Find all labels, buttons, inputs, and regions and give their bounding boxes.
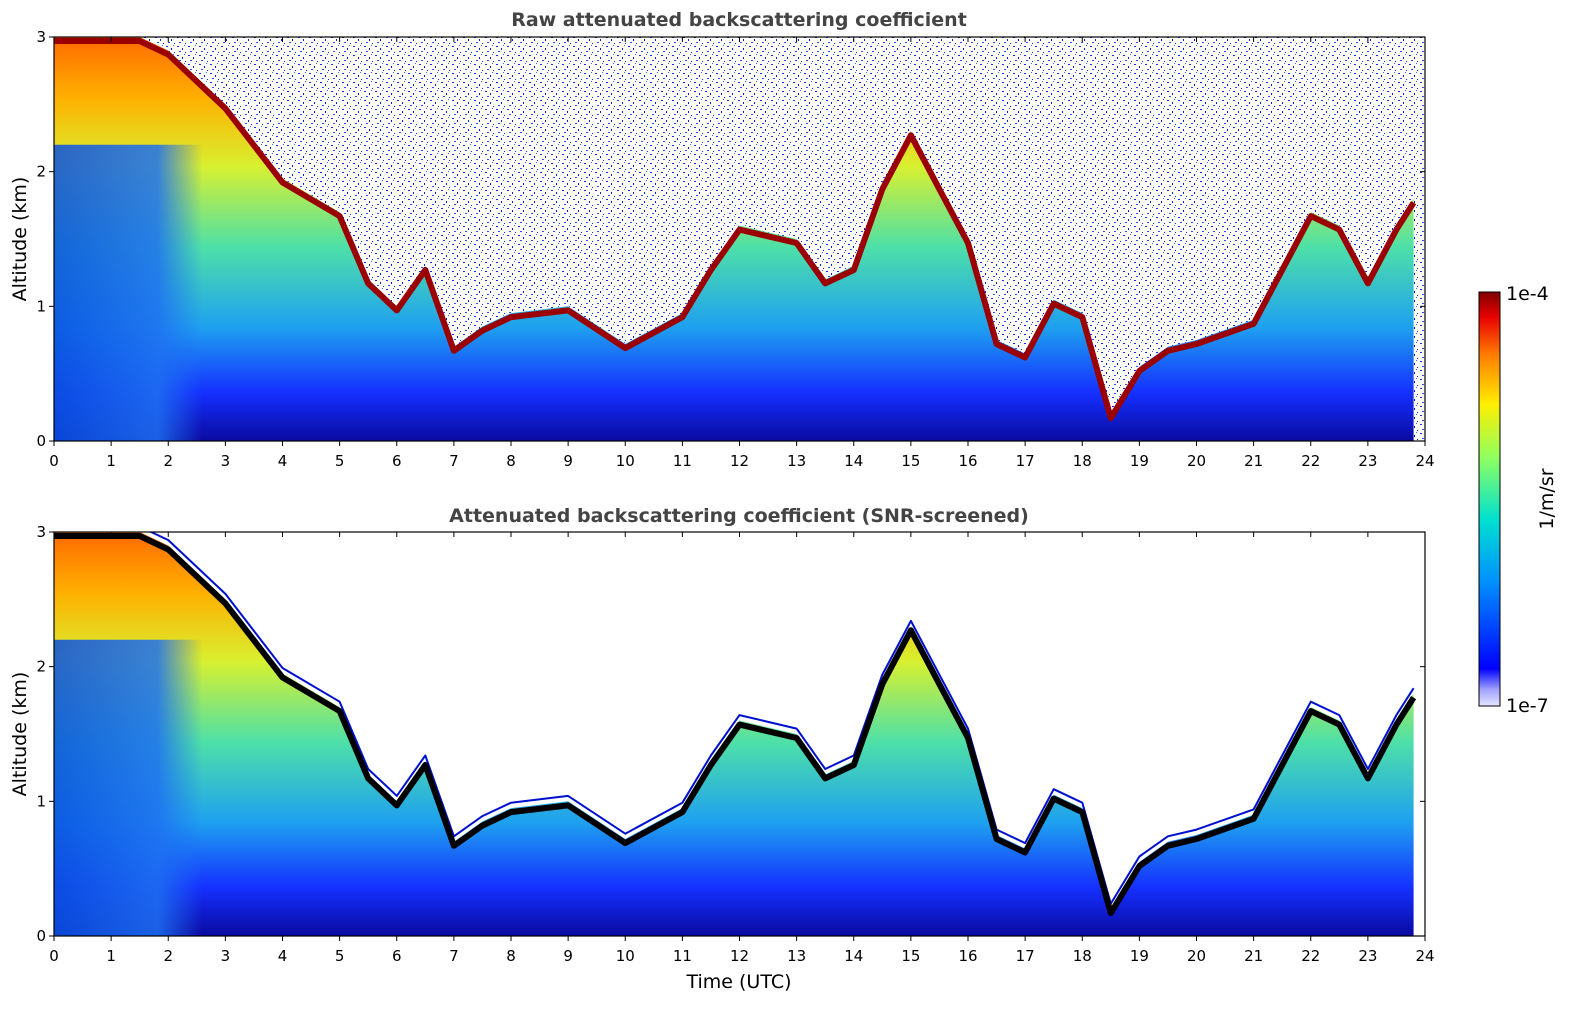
- top-x-tick-label: 7: [449, 452, 459, 470]
- top-y-tick-label: 0: [36, 432, 46, 450]
- top-y-tick-label: 1: [36, 297, 46, 315]
- top-x-tick-label: 20: [1187, 452, 1206, 470]
- top-x-tick-label: 16: [958, 452, 977, 470]
- bottom-x-tick-label: 1: [106, 947, 116, 965]
- top-x-tick-label: 14: [844, 452, 863, 470]
- top-x-tick-label: 10: [616, 452, 635, 470]
- top-x-tick-label: 9: [563, 452, 573, 470]
- top-x-axis: 0 1 2 3 4 5 6 7 8 9 10 11 12 13 14 15 16 17 18 19 20 21 22 23 24: [49, 37, 1435, 470]
- bottom-x-tick-label: 3: [221, 947, 231, 965]
- top-x-tick-label: 1: [106, 452, 116, 470]
- bottom-x-tick-label: 16: [958, 947, 977, 965]
- bottom-x-tick-label: 15: [901, 947, 920, 965]
- top-y-tick-label: 2: [36, 163, 46, 181]
- bottom-night-region: [54, 639, 203, 936]
- top-boundary-layer: [54, 38, 1417, 422]
- top-y-axis-label: Altitude (km): [9, 177, 31, 302]
- top-x-tick-label: 8: [506, 452, 516, 470]
- top-x-tick-label: 4: [278, 452, 288, 470]
- bottom-y-tick-label: 3: [36, 523, 46, 541]
- bottom-x-tick-label: 12: [730, 947, 749, 965]
- bottom-y-axis: 0 1 2 3: [36, 523, 1425, 945]
- bottom-x-tick-label: 20: [1187, 947, 1206, 965]
- bottom-x-tick-label: 21: [1244, 947, 1263, 965]
- bottom-y-tick-label: 0: [36, 927, 46, 945]
- bottom-x-tick-label: 8: [506, 947, 516, 965]
- bottom-x-tick-label: 18: [1073, 947, 1092, 965]
- bottom-plot: 0 1 2 3 4 5 6 7 8 9 10 11 12 13 14 15 16 17 18 19 20 21 22 23 24…: [9, 523, 1435, 993]
- bottom-x-tick-label: 23: [1358, 947, 1377, 965]
- bottom-x-tick-label: 4: [278, 947, 288, 965]
- bottom-x-axis-label: Time (UTC): [685, 971, 791, 993]
- bottom-x-tick-label: 10: [616, 947, 635, 965]
- top-y-axis: 0 1 2 3: [36, 28, 1425, 450]
- colorbar: 1e-4 1e-7 1/m/sr: [1478, 283, 1558, 717]
- top-y-tick-label: 3: [36, 28, 46, 46]
- bottom-x-tick-label: 19: [1130, 947, 1149, 965]
- top-night-region: [54, 144, 203, 441]
- bottom-x-tick-label: 9: [563, 947, 573, 965]
- bottom-y-tick-label: 1: [36, 792, 46, 810]
- top-x-tick-label: 11: [673, 452, 692, 470]
- bottom-y-tick-label: 2: [36, 658, 46, 676]
- top-x-tick-label: 24: [1415, 452, 1434, 470]
- top-x-tick-label: 21: [1244, 452, 1263, 470]
- colorbar-min-label: 1e-7: [1506, 695, 1549, 717]
- top-x-tick-label: 19: [1130, 452, 1149, 470]
- top-x-tick-label: 15: [901, 452, 920, 470]
- top-x-tick-label: 2: [163, 452, 173, 470]
- colorbar-gradient: [1478, 291, 1501, 707]
- bottom-heatmap: [54, 532, 1417, 936]
- bottom-x-tick-label: 2: [163, 947, 173, 965]
- bottom-x-axis: 0 1 2 3 4 5 6 7 8 9 10 11 12 13 14 15 16 17 18 19 20 21 22 23 24: [49, 532, 1435, 965]
- top-x-tick-label: 13: [787, 452, 806, 470]
- top-x-tick-label: 18: [1073, 452, 1092, 470]
- top-x-tick-label: 5: [335, 452, 345, 470]
- top-x-tick-label: 22: [1301, 452, 1320, 470]
- bottom-x-tick-label: 14: [844, 947, 863, 965]
- top-heatmap: [54, 37, 1425, 441]
- top-plot: 0 1 2 3 4 5 6 7 8 9 10 11 12 13 14 15 16 17 18 19 20 21 22 23 24…: [9, 28, 1435, 470]
- colorbar-max-label: 1e-4: [1506, 283, 1549, 305]
- top-x-tick-label: 12: [730, 452, 749, 470]
- bottom-x-tick-label: 22: [1301, 947, 1320, 965]
- top-x-tick-label: 23: [1358, 452, 1377, 470]
- bottom-y-axis-label: Altitude (km): [9, 672, 31, 797]
- top-x-tick-label: 3: [221, 452, 231, 470]
- bottom-x-tick-label: 5: [335, 947, 345, 965]
- colorbar-unit-label: 1/m/sr: [1536, 468, 1558, 529]
- bottom-title: Attenuated backscattering coefficient (S…: [449, 505, 1029, 527]
- top-x-tick-label: 17: [1016, 452, 1035, 470]
- bottom-x-tick-label: 0: [49, 947, 59, 965]
- bottom-x-tick-label: 17: [1016, 947, 1035, 965]
- bottom-x-tick-label: 13: [787, 947, 806, 965]
- top-title: Raw attenuated backscattering coefficien…: [511, 9, 967, 31]
- bottom-x-tick-label: 11: [673, 947, 692, 965]
- bottom-screen-edge: [148, 532, 1415, 905]
- bottom-boundary-layer: [54, 533, 1417, 917]
- bottom-x-tick-label: 7: [449, 947, 459, 965]
- bottom-x-tick-label: 6: [392, 947, 402, 965]
- top-x-tick-label: 6: [392, 452, 402, 470]
- top-x-tick-label: 0: [49, 452, 59, 470]
- bottom-x-tick-label: 24: [1415, 947, 1434, 965]
